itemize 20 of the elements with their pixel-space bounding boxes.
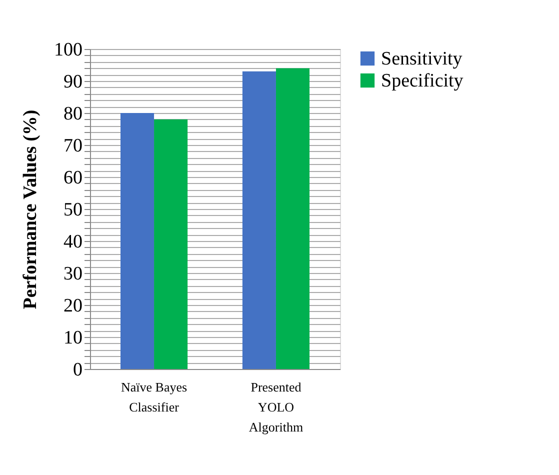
bar [276, 68, 310, 369]
y-tick-label: 50 [64, 200, 82, 220]
y-axis-title: Performance Values (%) [20, 110, 41, 310]
y-tick-label: 80 [64, 104, 82, 124]
y-tick-label: 30 [64, 264, 82, 284]
bar [120, 113, 154, 369]
y-tick-label: 70 [64, 136, 82, 156]
legend-label: Specificity [381, 70, 464, 92]
bar [242, 71, 276, 369]
y-tick-label: 40 [64, 232, 82, 252]
bar [154, 119, 188, 369]
y-tick-label: 10 [64, 328, 82, 348]
x-tick-label: Naïve Bayes Classifier [120, 380, 188, 414]
legend-label: Sensitivity [381, 48, 463, 70]
y-tick-label: 20 [64, 296, 82, 316]
y-tick-label: 0 [73, 360, 82, 380]
y-tick-label: 90 [64, 72, 82, 92]
x-tick-label: Presented YOLO Algorithm [248, 380, 304, 434]
y-tick-label: 60 [64, 168, 82, 188]
y-tick-label: 100 [54, 40, 82, 60]
